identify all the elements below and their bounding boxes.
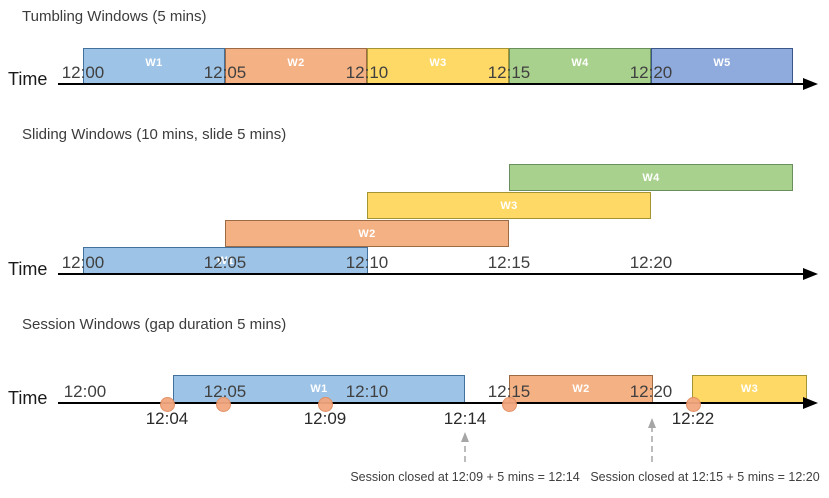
time-axis (58, 273, 806, 275)
window-bar-w5: W5 (651, 48, 793, 84)
time-axis-label: Time (8, 259, 48, 279)
window-bar-w2: W2 (509, 375, 653, 403)
window-bar-w1: W1 (83, 247, 368, 274)
event-dot (686, 397, 701, 412)
session-section-title: Session Windows (gap duration 5 mins) (22, 316, 287, 333)
window-bar-w2: W2 (225, 48, 367, 84)
window-bar-w4: W4 (509, 48, 651, 84)
window-label: W1 (310, 383, 328, 395)
window-bar-w2: W2 (225, 220, 509, 247)
tick-label: 12:15 (487, 63, 531, 82)
axis-arrowhead-icon (803, 78, 818, 90)
tick-label: 12:05 (203, 253, 247, 272)
axis-arrowhead-icon (803, 268, 818, 280)
tick-label: 12:15 (487, 253, 531, 272)
tick-label: 12:15 (487, 382, 531, 401)
time-axis-label: Time (8, 388, 48, 408)
window-label: W2 (572, 383, 590, 395)
window-label: W2 (287, 56, 305, 69)
tick-label: 12:00 (61, 63, 105, 82)
tick-label: 12:10 (345, 253, 389, 272)
session-close-arrow-icon (648, 418, 656, 462)
window-label: W3 (500, 199, 518, 212)
time-axis (58, 402, 806, 404)
session-close-arrow-icon (461, 432, 469, 462)
window-label: W3 (429, 56, 447, 69)
event-dot (502, 397, 517, 412)
event-time-label: 12:04 (145, 409, 189, 428)
time-axis-label: Time (8, 69, 48, 89)
window-label: W2 (358, 227, 376, 240)
tick-label: 12:00 (63, 382, 107, 401)
window-bar-w3: W3 (367, 192, 651, 219)
tick-label: 12:00 (61, 253, 105, 272)
window-label: W1 (145, 56, 163, 69)
tick-label: 12:05 (203, 382, 247, 401)
tick-label: 12:20 (629, 253, 673, 272)
window-label: W1 (216, 254, 235, 267)
session-close-annotation: Session closed at 12:15 + 5 mins = 12:20 (590, 470, 820, 484)
time-axis (58, 83, 806, 85)
window-bar-w3: W3 (692, 375, 807, 403)
window-label: W4 (571, 56, 589, 69)
tick-label: 12:10 (345, 382, 389, 401)
window-label: W4 (642, 171, 660, 184)
tick-label: 12:20 (629, 63, 673, 82)
window-bar-w4: W4 (509, 164, 793, 191)
tumbling-section-title: Tumbling Windows (5 mins) (22, 8, 207, 25)
session-close-time-label: 12:14 (443, 409, 487, 428)
event-dot (318, 397, 333, 412)
window-label: W5 (713, 56, 731, 69)
tick-label: 12:05 (203, 63, 247, 82)
window-bar-w1: W1 (83, 48, 225, 84)
event-time-label: 12:22 (671, 409, 715, 428)
event-dot (160, 397, 175, 412)
tick-label: 12:20 (629, 382, 673, 401)
sliding-section-title: Sliding Windows (10 mins, slide 5 mins) (22, 126, 287, 143)
window-label: W3 (740, 383, 759, 395)
event-dot (216, 397, 231, 412)
event-time-label: 12:09 (303, 409, 347, 428)
session-close-annotation: Session closed at 12:09 + 5 mins = 12:14 (350, 470, 580, 484)
axis-arrowhead-icon (803, 397, 818, 409)
tick-label: 12:10 (345, 63, 389, 82)
